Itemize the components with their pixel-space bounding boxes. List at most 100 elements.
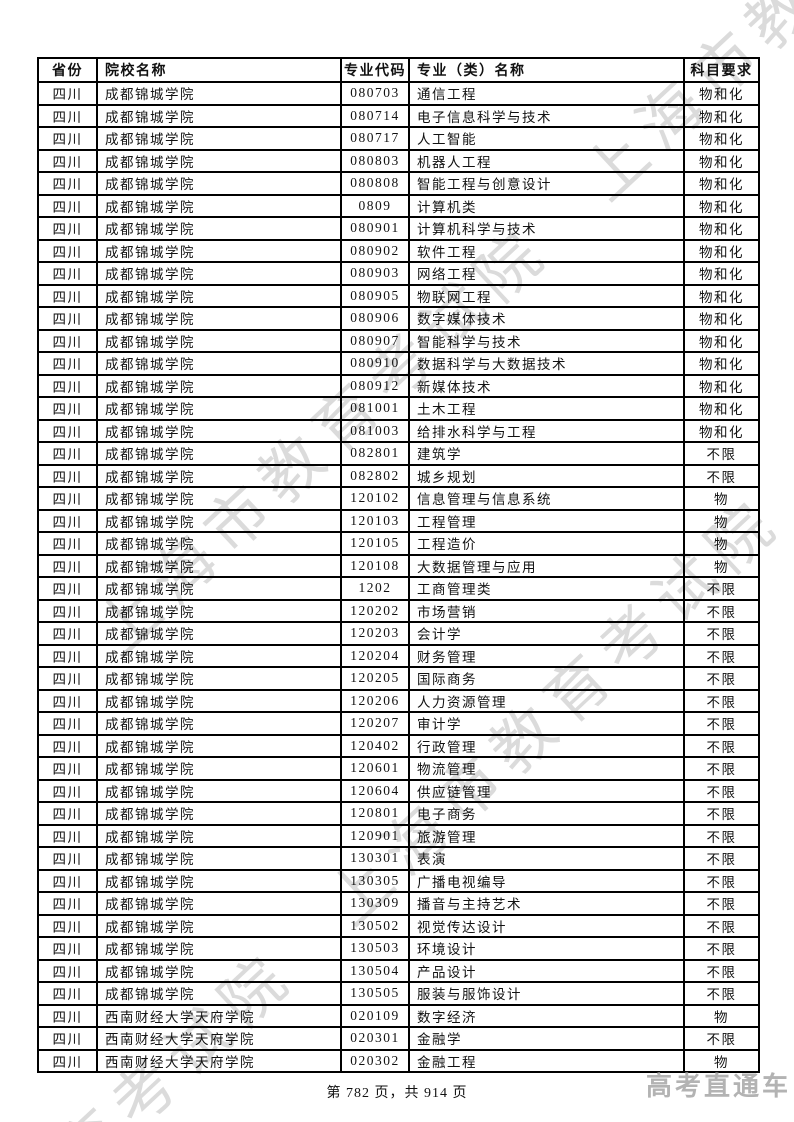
cell-major_code: 081001 <box>340 396 410 421</box>
cell-major_code: 120601 <box>340 756 410 781</box>
table-header: 省份 院校名称 专业代码 专业（类）名称 科目要求 <box>37 57 760 83</box>
cell-institution: 西南财经大学天府学院 <box>96 1003 342 1028</box>
cell-major_name: 网络工程 <box>408 261 685 286</box>
cell-province: 四川 <box>37 351 98 376</box>
cell-province: 四川 <box>37 801 98 826</box>
table-body: 四川 成都锦城学院 080703 通信工程 物和化 四川 成都锦城学院 080714 电子信息科… <box>37 81 760 1073</box>
table-row: 四川 成都锦城学院 120205 国际商务 不限 <box>37 666 760 691</box>
table-row: 四川 成都锦城学院 120601 物流管理 不限 <box>37 756 760 781</box>
cell-major_code: 120204 <box>340 643 410 668</box>
cell-subject_requirement: 物和化 <box>683 81 760 106</box>
cell-province: 四川 <box>37 666 98 691</box>
cell-major_code: 120206 <box>340 688 410 713</box>
cell-institution: 成都锦城学院 <box>96 868 342 893</box>
cell-institution: 西南财经大学天府学院 <box>96 1048 342 1073</box>
cell-institution: 西南财经大学天府学院 <box>96 1026 342 1051</box>
cell-major_code: 120202 <box>340 598 410 623</box>
cell-institution: 成都锦城学院 <box>96 81 342 106</box>
table-row: 四川 成都锦城学院 120204 财务管理 不限 <box>37 643 760 668</box>
cell-institution: 成都锦城学院 <box>96 486 342 511</box>
cell-subject_requirement: 不限 <box>683 621 760 646</box>
cell-subject_requirement: 不限 <box>683 868 760 893</box>
cell-major_name: 人工智能 <box>408 126 685 151</box>
cell-major_name: 播音与主持艺术 <box>408 891 685 916</box>
table-row: 四川 成都锦城学院 080902 软件工程 物和化 <box>37 238 760 263</box>
cell-major_code: 120801 <box>340 801 410 826</box>
cell-major_name: 表演 <box>408 846 685 871</box>
cell-institution: 成都锦城学院 <box>96 103 342 128</box>
cell-province: 四川 <box>37 396 98 421</box>
cell-major_code: 120102 <box>340 486 410 511</box>
cell-major_name: 电子商务 <box>408 801 685 826</box>
cell-major_code: 082801 <box>340 441 410 466</box>
cell-major_name: 智能工程与创意设计 <box>408 171 685 196</box>
cell-institution: 成都锦城学院 <box>96 171 342 196</box>
cell-province: 四川 <box>37 936 98 961</box>
subject-requirements-table: 省份 院校名称 专业代码 专业（类）名称 科目要求 四川 成都锦城学院 080703… <box>37 57 760 1073</box>
cell-subject_requirement: 不限 <box>683 801 760 826</box>
cell-major_code: 120901 <box>340 823 410 848</box>
cell-institution: 成都锦城学院 <box>96 778 342 803</box>
cell-institution: 成都锦城学院 <box>96 238 342 263</box>
table-row: 四川 西南财经大学天府学院 020301 金融学 不限 <box>37 1026 760 1051</box>
cell-institution: 成都锦城学院 <box>96 801 342 826</box>
cell-major_name: 人力资源管理 <box>408 688 685 713</box>
cell-major_code: 120203 <box>340 621 410 646</box>
cell-institution: 成都锦城学院 <box>96 913 342 938</box>
cell-institution: 成都锦城学院 <box>96 283 342 308</box>
cell-major_code: 130505 <box>340 981 410 1006</box>
cell-institution: 成都锦城学院 <box>96 463 342 488</box>
cell-major_code: 130503 <box>340 936 410 961</box>
cell-province: 四川 <box>37 891 98 916</box>
cell-institution: 成都锦城学院 <box>96 508 342 533</box>
cell-institution: 成都锦城学院 <box>96 441 342 466</box>
cell-subject_requirement: 不限 <box>683 733 760 758</box>
cell-province: 四川 <box>37 81 98 106</box>
cell-major_code: 130301 <box>340 846 410 871</box>
cell-province: 四川 <box>37 553 98 578</box>
table-row: 四川 成都锦城学院 120801 电子商务 不限 <box>37 801 760 826</box>
cell-subject_requirement: 不限 <box>683 688 760 713</box>
cell-province: 四川 <box>37 306 98 331</box>
cell-major_code: 020302 <box>340 1048 410 1073</box>
cell-province: 四川 <box>37 441 98 466</box>
cell-institution: 成都锦城学院 <box>96 373 342 398</box>
cell-major_name: 国际商务 <box>408 666 685 691</box>
table-row: 四川 成都锦城学院 080714 电子信息科学与技术 物和化 <box>37 103 760 128</box>
cell-major_name: 工程造价 <box>408 531 685 556</box>
cell-subject_requirement: 物 <box>683 1048 760 1073</box>
cell-province: 四川 <box>37 981 98 1006</box>
cell-institution: 成都锦城学院 <box>96 711 342 736</box>
cell-subject_requirement: 物 <box>683 553 760 578</box>
cell-institution: 成都锦城学院 <box>96 261 342 286</box>
cell-major_name: 建筑学 <box>408 441 685 466</box>
cell-province: 四川 <box>37 733 98 758</box>
cell-institution: 成都锦城学院 <box>96 823 342 848</box>
cell-institution: 成都锦城学院 <box>96 733 342 758</box>
cell-subject_requirement: 不限 <box>683 913 760 938</box>
cell-major_code: 082802 <box>340 463 410 488</box>
cell-subject_requirement: 物和化 <box>683 351 760 376</box>
cell-institution: 成都锦城学院 <box>96 553 342 578</box>
table-row: 四川 成都锦城学院 120105 工程造价物 <box>37 531 760 556</box>
table-row: 四川 成都锦城学院 120901 旅游管理 不限 <box>37 823 760 848</box>
cell-institution: 成都锦城学院 <box>96 148 342 173</box>
cell-province: 四川 <box>37 846 98 871</box>
table-row: 四川 成都锦城学院 1202 工商管理类 不限 <box>37 576 760 601</box>
cell-major_code: 020301 <box>340 1026 410 1051</box>
cell-subject_requirement: 物和化 <box>683 238 760 263</box>
cell-major_code: 120108 <box>340 553 410 578</box>
cell-major_name: 智能科学与技术 <box>408 328 685 353</box>
cell-major_name: 供应链管理 <box>408 778 685 803</box>
cell-subject_requirement: 不限 <box>683 576 760 601</box>
cell-major_code: 080903 <box>340 261 410 286</box>
cell-institution: 成都锦城学院 <box>96 688 342 713</box>
cell-major_name: 计算机科学与技术 <box>408 216 685 241</box>
cell-major_name: 财务管理 <box>408 643 685 668</box>
cell-major_code: 080703 <box>340 81 410 106</box>
cell-subject_requirement: 物和化 <box>683 328 760 353</box>
table-row: 四川 西南财经大学天府学院 020109 数字经济物 <box>37 1003 760 1028</box>
cell-subject_requirement: 物 <box>683 486 760 511</box>
table-row: 四川 成都锦城学院 120102 信息管理与信息系统物 <box>37 486 760 511</box>
